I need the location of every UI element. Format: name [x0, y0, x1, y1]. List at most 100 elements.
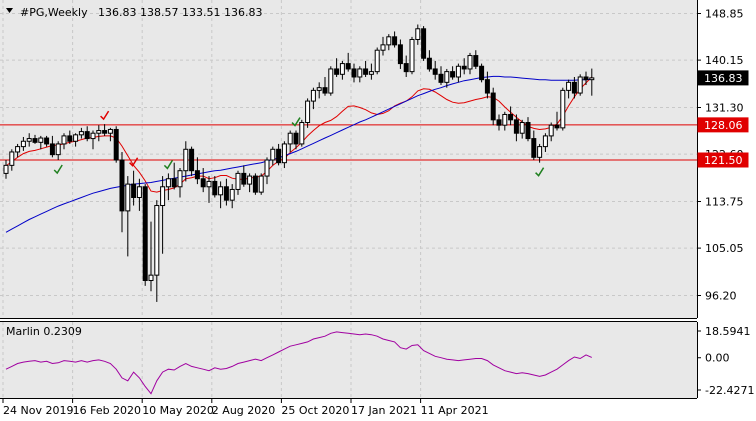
- time-axis-label: 2 Aug 2020: [212, 404, 275, 417]
- candle-body-bullish: [542, 135, 548, 148]
- candle: [223, 178, 229, 206]
- candle: [177, 168, 183, 198]
- candle-body-bearish: [113, 128, 119, 161]
- candle-body-bullish: [73, 134, 79, 142]
- candle-body-bearish: [44, 137, 50, 145]
- candle: [328, 66, 334, 96]
- candle-body-bearish: [450, 71, 456, 78]
- candlestick-series: [3, 24, 595, 302]
- candle: [571, 76, 577, 99]
- candle: [194, 157, 200, 185]
- candle-body-bearish: [293, 132, 299, 145]
- candle: [32, 134, 38, 144]
- check-mark-icon: [291, 117, 301, 127]
- candle: [554, 111, 560, 131]
- candle: [67, 130, 73, 144]
- candle-body-bullish: [444, 71, 450, 83]
- price-axis-label: 140.15: [705, 54, 744, 67]
- candle-body-bullish: [310, 89, 316, 102]
- candle-body-bullish: [415, 28, 421, 40]
- check-mark-icon: [163, 159, 174, 170]
- price-tag-text: 136.83: [704, 72, 743, 85]
- candle: [432, 60, 438, 80]
- time-axis-label: 10 May 2020: [142, 404, 214, 417]
- candle-body-bullish: [148, 274, 154, 282]
- marlin-oscillator-line: [5, 331, 592, 395]
- candle-body-bullish: [519, 122, 525, 134]
- candle: [171, 162, 177, 190]
- price-tag-box: [697, 70, 749, 86]
- candle-body-bearish: [171, 178, 177, 188]
- candle-body-bullish: [61, 135, 67, 145]
- price-tag-text: 128.06: [704, 119, 743, 132]
- candle-body-bearish: [473, 55, 479, 67]
- candle: [49, 135, 55, 158]
- price-tag-text: 121.50: [704, 154, 743, 167]
- candle: [560, 87, 566, 131]
- candle: [589, 68, 595, 96]
- candle-body-bearish: [438, 73, 444, 83]
- candle: [450, 66, 456, 80]
- candle: [136, 178, 142, 211]
- time-axis-label: 16 Feb 2020: [73, 404, 141, 417]
- candle: [386, 34, 392, 51]
- candle-body-bearish: [102, 130, 108, 134]
- candle-body-bearish: [571, 81, 577, 94]
- candle: [374, 47, 380, 75]
- price-tag-box: [697, 152, 749, 168]
- candle: [218, 181, 224, 209]
- candle-body-bullish: [299, 122, 305, 145]
- candle-body-bearish: [513, 119, 519, 134]
- candle: [287, 130, 293, 152]
- candle: [212, 176, 218, 198]
- candle: [125, 176, 131, 257]
- candle: [44, 135, 50, 147]
- price-tag-level-lower: 121.50: [697, 152, 749, 168]
- candle: [467, 52, 473, 75]
- candle-body-bearish: [241, 172, 247, 185]
- oscillator-axis: 18.5941 0.00 -22.4271: [697, 325, 754, 397]
- candle: [55, 141, 61, 160]
- candle: [235, 170, 241, 195]
- candle-body-bullish: [270, 148, 276, 161]
- candle-body-bearish: [554, 124, 560, 129]
- candle-body-bearish: [189, 148, 195, 172]
- main-panel-background: [0, 0, 697, 318]
- candle: [107, 127, 113, 142]
- candle: [426, 50, 432, 72]
- candle-body-bullish: [90, 132, 96, 140]
- candle-body-bullish: [281, 143, 287, 164]
- candle-body-bullish: [154, 205, 160, 276]
- time-axis-label: 17 Jan 2021: [351, 404, 417, 417]
- candle-body-bullish: [287, 132, 293, 145]
- candle-body-bullish: [455, 65, 461, 78]
- candle-body-bullish: [589, 77, 595, 81]
- candle-body-bearish: [67, 135, 73, 142]
- candle: [502, 111, 508, 131]
- candle-body-bullish: [206, 180, 212, 188]
- dropdown-triangle-icon[interactable]: [6, 8, 13, 13]
- price-tag-level-upper: 128.06: [697, 117, 749, 133]
- moving-average-slow: [5, 75, 592, 233]
- candle: [461, 58, 467, 75]
- candle-body-bullish: [380, 44, 386, 51]
- candle: [403, 55, 409, 77]
- candle-body-bullish: [96, 130, 102, 134]
- candle-body-bullish: [26, 138, 32, 142]
- candle-body-bullish: [107, 128, 113, 134]
- candle-body-bullish: [577, 76, 583, 94]
- candle: [200, 168, 206, 193]
- candle-body-bearish: [508, 113, 514, 121]
- candle: [316, 82, 322, 99]
- candle: [577, 74, 583, 96]
- candle-body-bearish: [397, 44, 403, 65]
- chart-ohlc: 136.83 138.57 133.51 136.83: [98, 6, 262, 19]
- check-mark-icon: [535, 167, 545, 177]
- candle: [508, 106, 514, 126]
- candle: [252, 173, 258, 195]
- candle-body-bearish: [432, 68, 438, 75]
- candle: [444, 68, 450, 88]
- candle: [421, 26, 427, 61]
